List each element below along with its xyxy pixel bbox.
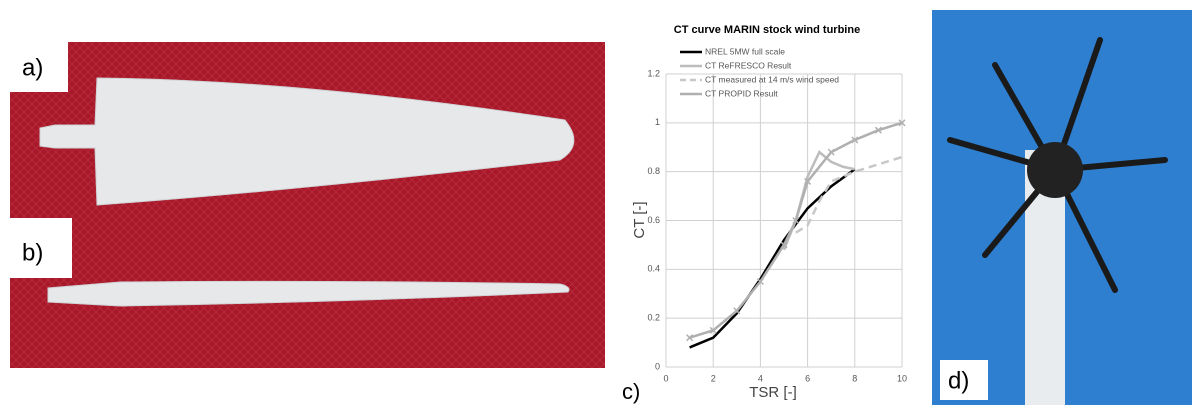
legend-label: CT ReFRESCO Result (705, 60, 792, 70)
marker (733, 307, 741, 315)
x-tick-label: 2 (711, 373, 716, 383)
series-line (795, 155, 903, 234)
marker (874, 126, 882, 134)
label-box (10, 218, 72, 278)
marker (898, 119, 906, 127)
x-tick-label: 4 (758, 373, 763, 383)
blade-b (47, 280, 570, 307)
legend-label: CT PROPID Result (705, 88, 778, 98)
marker (780, 241, 788, 249)
marker (756, 278, 764, 286)
marker (686, 334, 694, 342)
panel-label: b) (22, 239, 43, 266)
series-line (689, 121, 903, 339)
x-axis-label: TSR [-] (749, 384, 797, 401)
drone-body (1027, 142, 1083, 198)
marker (827, 148, 835, 156)
x-tick-label: 10 (897, 373, 907, 383)
x-tick-label: 6 (805, 373, 810, 383)
x-tick-label: 8 (852, 373, 857, 383)
y-tick-label: 0.4 (647, 264, 660, 274)
x-tick-label: 0 (663, 373, 668, 383)
legend-label: NREL 5MW full scale (705, 46, 785, 56)
label-box (10, 42, 68, 92)
y-tick-label: 1.2 (647, 68, 660, 78)
label-box (940, 360, 988, 400)
y-tick-label: 0.8 (647, 166, 660, 176)
y-tick-label: 0.6 (647, 215, 660, 225)
marker (709, 326, 717, 334)
marker (804, 177, 812, 185)
chart-title: CT curve MARIN stock wind turbine (674, 24, 860, 36)
panel-label: a) (22, 54, 43, 81)
y-axis-label: CT [-] (631, 201, 648, 238)
series-line (689, 168, 856, 349)
marker (851, 136, 859, 144)
panel-label: c) (622, 379, 640, 404)
legend-label: CT measured at 14 m/s wind speed (705, 74, 839, 84)
marker (792, 216, 800, 225)
blade-a (39, 77, 575, 206)
y-tick-label: 0.2 (647, 313, 660, 323)
panel-label: d) (948, 367, 969, 394)
y-tick-label: 1 (655, 117, 660, 127)
y-tick-label: 0 (655, 361, 660, 371)
